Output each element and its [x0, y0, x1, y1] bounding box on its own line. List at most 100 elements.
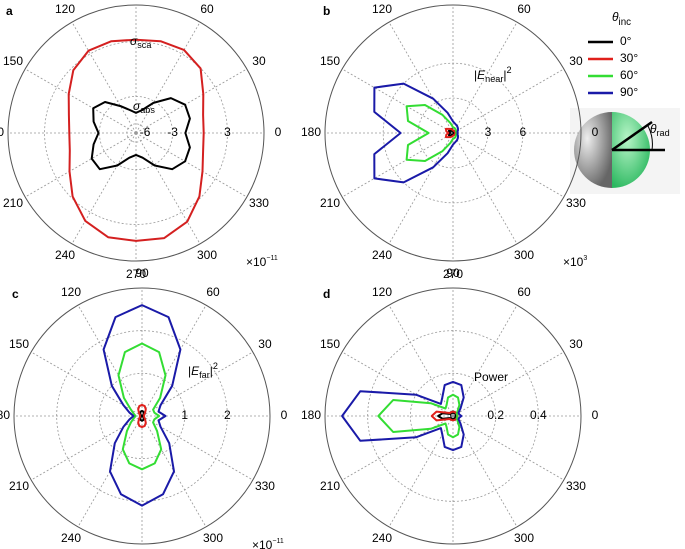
grid-spoke — [24, 68, 137, 134]
grid-spoke — [341, 351, 454, 417]
angle-tick-label: 180 — [301, 125, 321, 139]
label-part: σ — [130, 34, 138, 48]
angle-tick-label: 300 — [514, 248, 534, 262]
grid-spoke — [341, 68, 454, 134]
angle-tick-label: 240 — [61, 531, 81, 545]
grid-spoke — [452, 415, 565, 481]
angle-tick-label: 330 — [566, 196, 586, 210]
angle-tick-label: 210 — [9, 479, 29, 493]
grid-ring — [417, 97, 489, 169]
angle-arc — [647, 125, 653, 151]
grid-spoke — [141, 304, 207, 417]
legend-label: 60° — [620, 68, 638, 82]
angle-tick-label: 210 — [320, 479, 340, 493]
panel-letter: b — [323, 4, 330, 18]
angle-tick-label: 150 — [3, 54, 23, 68]
angle-tick-label: 0 — [281, 408, 288, 422]
inset-sphere — [570, 108, 680, 194]
series-curve — [405, 104, 458, 162]
r-tick-label: 0.4 — [530, 408, 547, 422]
outer-ring — [7, 4, 265, 262]
angle-tick-label: 120 — [372, 285, 392, 299]
series-curve — [102, 304, 182, 507]
grid-ring — [98, 372, 186, 460]
series-curve — [139, 409, 145, 422]
angle-line — [611, 120, 653, 152]
angle-tick-label: 0 — [592, 408, 599, 422]
label-part: E — [477, 68, 486, 82]
series-curve — [430, 410, 459, 422]
grid-spoke — [141, 351, 254, 417]
rich-label: ×10−11 — [246, 255, 278, 269]
angle-tick-label: 120 — [61, 285, 81, 299]
label-part: θ — [612, 10, 619, 24]
grid-spoke — [135, 132, 248, 198]
angle-tick-label: 90 — [135, 266, 149, 280]
angle-tick-label: 30 — [258, 337, 272, 351]
r-tick-label: 3 — [485, 125, 492, 139]
grid-spoke — [135, 21, 201, 134]
grid-spoke — [141, 415, 254, 481]
grid-spoke — [388, 415, 454, 528]
angle-tick-label: 30 — [569, 337, 583, 351]
angle-tick-label: 270 — [126, 267, 146, 281]
angle-tick-label: 0 — [592, 125, 599, 139]
angle-tick-label: 210 — [320, 196, 340, 210]
label-part: inc — [619, 17, 632, 28]
label-part: ×10 — [252, 538, 273, 549]
rich-label: Power — [474, 370, 508, 384]
angle-tick-label: 150 — [320, 337, 340, 351]
r-tick-label: 0.2 — [487, 408, 504, 422]
rich-label: θinc — [612, 10, 631, 27]
angle-tick-label: 180 — [0, 408, 10, 422]
angle-tick-label: 120 — [55, 2, 75, 16]
angle-tick-label: 210 — [3, 196, 23, 210]
grid-spoke — [452, 21, 518, 134]
series-curve — [437, 411, 458, 421]
label-part: sca — [137, 40, 152, 50]
angle-tick-label: 270 — [443, 267, 463, 281]
angle-tick-label: 330 — [566, 479, 586, 493]
label-part: 2 — [506, 65, 511, 75]
angle-tick-label: 120 — [372, 2, 392, 16]
series-curve — [373, 82, 459, 184]
grid-spoke — [341, 132, 454, 198]
rich-label: σabs — [133, 99, 155, 115]
label-part: 2 — [213, 361, 218, 371]
label-part: ×10 — [246, 255, 267, 269]
grid-spoke — [452, 132, 518, 245]
series-curve — [90, 97, 191, 171]
outer-ring — [13, 287, 271, 545]
r-tick-label: -6 — [140, 125, 151, 139]
label-part: 3 — [583, 255, 587, 262]
label-part: | — [210, 364, 213, 378]
angle-tick-label: 300 — [197, 248, 217, 262]
rich-label: σsca — [130, 34, 152, 50]
series-curve — [67, 38, 205, 242]
grid-spoke — [452, 132, 565, 198]
angle-tick-label: 30 — [569, 54, 583, 68]
label-part: far — [199, 370, 210, 380]
angle-tick-label: 30 — [252, 54, 266, 68]
angle-tick-label: 0 — [275, 125, 282, 139]
label-part: σ — [133, 99, 141, 113]
r-tick-label: -3 — [167, 125, 178, 139]
grid-spoke — [135, 132, 201, 245]
hemisphere-gray — [574, 112, 612, 188]
r-tick-label: 6 — [519, 125, 526, 139]
angle-tick-label: 300 — [203, 531, 223, 545]
label-part: abs — [140, 105, 155, 115]
angle-tick-label: 330 — [255, 479, 275, 493]
grid-ring — [44, 41, 228, 225]
panel-letter: c — [12, 287, 19, 301]
grid-spoke — [135, 68, 248, 134]
label-part: ×10 — [563, 255, 584, 269]
panel-letter: d — [323, 287, 330, 301]
angle-tick-label: 240 — [55, 248, 75, 262]
label-part: near — [485, 74, 503, 84]
label-part: E — [191, 364, 200, 378]
r-tick-label: 2 — [224, 408, 231, 422]
label-part: −11 — [272, 538, 283, 545]
angle-tick-label: 150 — [320, 54, 340, 68]
